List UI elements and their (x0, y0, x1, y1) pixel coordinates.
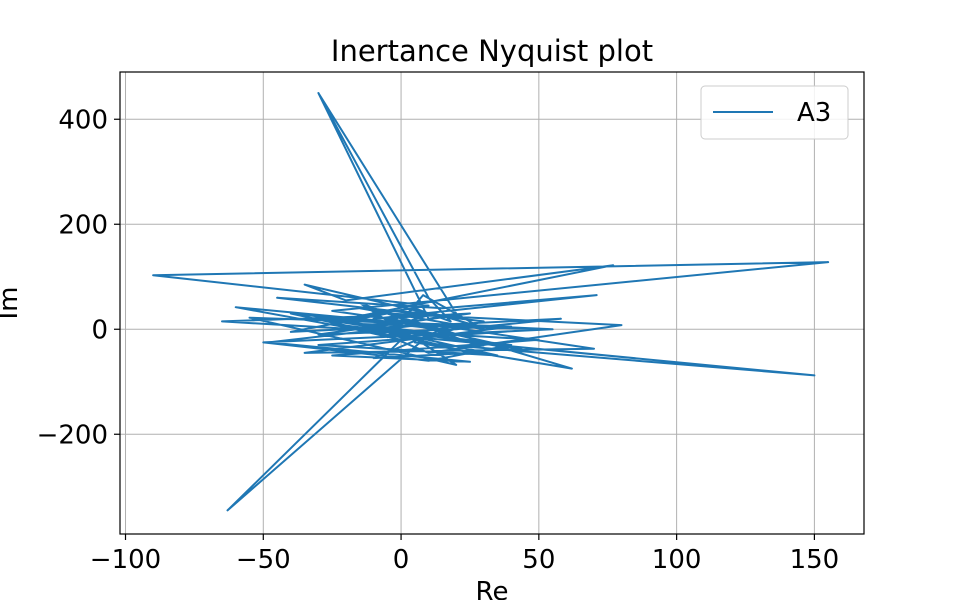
grid-layer (120, 72, 864, 534)
x-tick-label: −100 (90, 545, 161, 575)
y-axis-label: Im (0, 287, 24, 320)
x-axis-label: Re (476, 577, 509, 600)
y-tick-label: 400 (58, 105, 108, 135)
tick-layer: −100 −50 0 50 100 150 −200 0 200 400 (37, 105, 840, 575)
series-line-A3 (152, 92, 830, 512)
chart-title: Inertance Nyquist plot (331, 34, 653, 68)
y-tick-label: 0 (91, 315, 108, 345)
legend: A3 (700, 85, 849, 140)
y-tick-label: −200 (37, 420, 108, 450)
x-tick-label: 150 (790, 545, 840, 575)
legend-box (700, 85, 849, 140)
x-tick-label: −50 (236, 545, 291, 575)
x-tick-label: 50 (522, 545, 555, 575)
legend-label: A3 (797, 98, 831, 128)
x-tick-label: 100 (652, 545, 702, 575)
plot-frame (119, 71, 865, 535)
y-tick-label: 200 (58, 210, 108, 240)
series-layer (152, 92, 830, 512)
x-tick-label: 0 (393, 545, 410, 575)
